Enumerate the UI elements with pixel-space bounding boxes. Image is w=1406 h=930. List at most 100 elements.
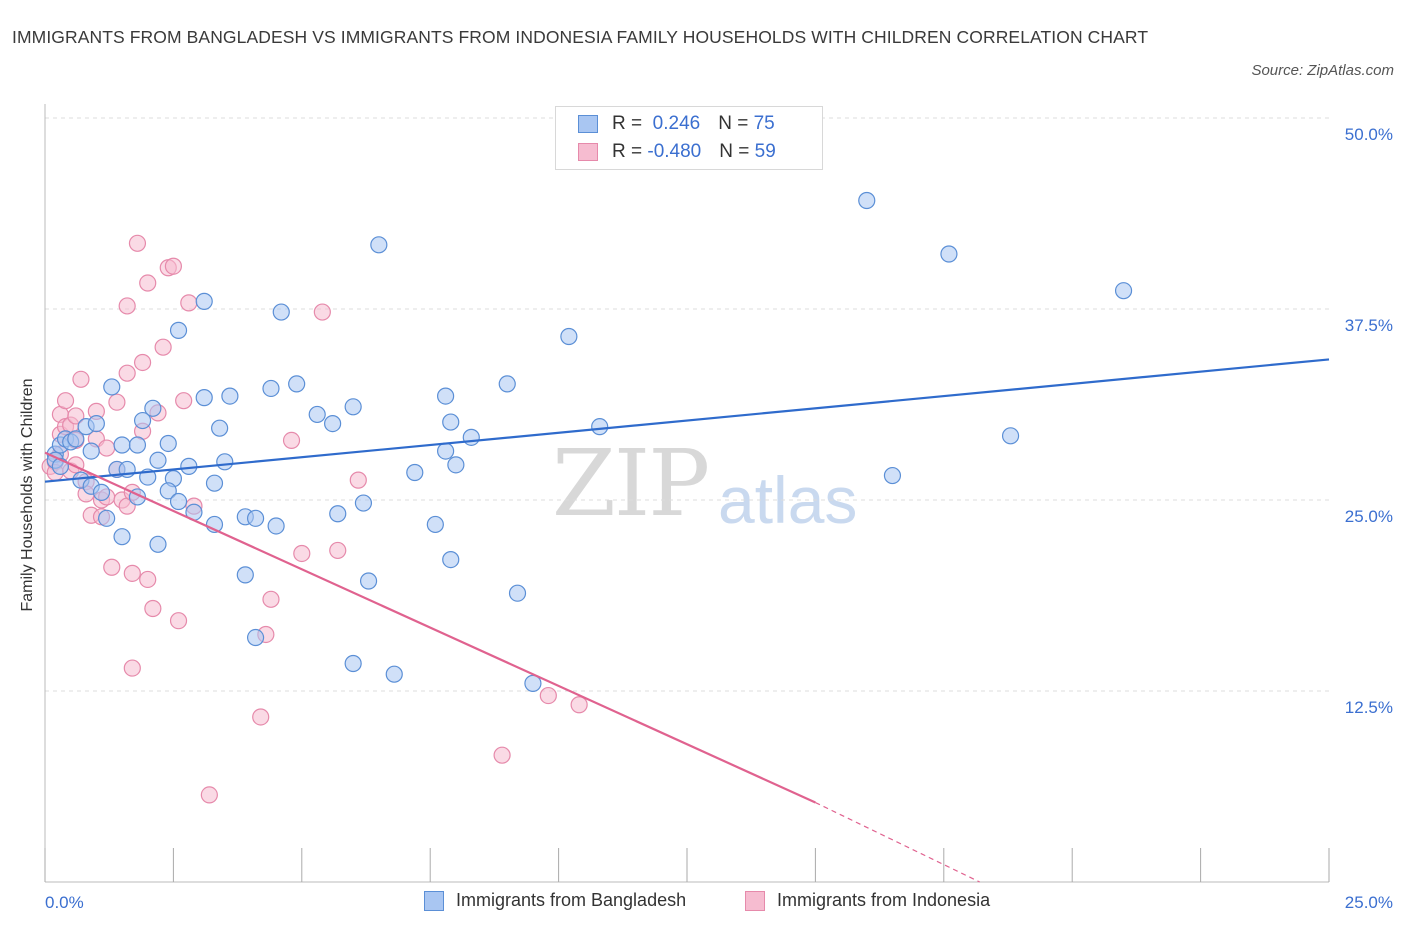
point-indonesia (108, 393, 126, 411)
point-bangladesh (149, 451, 167, 469)
point-bangladesh (159, 482, 177, 500)
point-indonesia (118, 297, 136, 315)
point-bangladesh (442, 413, 460, 431)
point-indonesia (56, 392, 75, 410)
point-bangladesh (169, 321, 188, 339)
legend-r-label: R = (612, 141, 648, 162)
point-bangladesh (159, 434, 177, 453)
legend-n-value: 59 (754, 141, 776, 162)
point-bangladesh (447, 456, 465, 474)
point-bangladesh (211, 419, 229, 437)
point-indonesia (313, 303, 331, 321)
points-layer (41, 191, 1133, 804)
legend-swatch-indonesia (578, 143, 598, 161)
point-bangladesh (262, 379, 280, 398)
point-bangladesh (329, 505, 347, 523)
point-bangladesh (370, 236, 388, 254)
x-tick-label: 0.0% (45, 893, 84, 912)
legend-n-label: N = (718, 113, 754, 134)
y-axis-label: Family Households with Children (19, 378, 36, 612)
point-bangladesh (113, 436, 131, 454)
point-bangladesh (883, 466, 902, 485)
point-indonesia (128, 234, 147, 252)
axis-layer (44, 104, 1330, 883)
point-indonesia (123, 659, 141, 677)
point-bangladesh (98, 509, 116, 527)
point-indonesia (329, 541, 347, 560)
point-bangladesh (272, 303, 290, 321)
point-bangladesh (462, 428, 480, 446)
point-bangladesh (205, 474, 224, 492)
point-bangladesh (385, 665, 403, 683)
point-indonesia (539, 686, 557, 705)
stats-legend: R = 0.246 N = 75 R = -0.480 N = 59 (555, 106, 823, 170)
point-bangladesh (128, 436, 147, 454)
point-indonesia (123, 564, 141, 582)
point-bangladesh (216, 453, 234, 471)
chart-title: IMMIGRANTS FROM BANGLADESH VS IMMIGRANTS… (12, 27, 1149, 47)
x-tick-label: 25.0% (1345, 893, 1393, 912)
point-bangladesh (195, 389, 213, 407)
y-tick-label: 25.0% (1345, 507, 1393, 526)
legend-r-value: 0.246 (647, 113, 701, 134)
series-legend: Immigrants from Bangladesh Immigrants fr… (0, 890, 1406, 916)
point-bangladesh (246, 628, 265, 647)
point-indonesia (169, 612, 188, 630)
point-bangladesh (236, 566, 254, 584)
point-indonesia (98, 439, 116, 457)
point-bangladesh (149, 535, 167, 553)
point-bangladesh (426, 515, 444, 534)
legend-r-label: R = (612, 113, 648, 134)
legend-r-value: -0.480 (647, 141, 702, 162)
point-indonesia (118, 364, 136, 382)
point-bangladesh (442, 550, 460, 569)
legend-row-bangladesh: R = 0.246 N = 75 (578, 111, 775, 137)
legend-item-bangladesh[interactable]: Immigrants from Bangladesh (424, 890, 686, 911)
point-bangladesh (508, 584, 527, 602)
point-bangladesh (267, 517, 285, 535)
point-indonesia (103, 558, 121, 576)
point-indonesia (144, 599, 162, 618)
point-bangladesh (437, 387, 455, 405)
point-indonesia (570, 696, 588, 714)
point-indonesia (164, 257, 182, 275)
legend-n-value: 75 (753, 113, 775, 134)
point-bangladesh (354, 494, 373, 512)
point-indonesia (493, 746, 511, 764)
point-bangladesh (591, 418, 609, 436)
point-bangladesh (498, 375, 516, 393)
point-bangladesh (103, 378, 121, 396)
point-bangladesh (1001, 427, 1020, 445)
point-indonesia (282, 431, 301, 450)
point-indonesia (154, 338, 172, 356)
point-bangladesh (195, 292, 213, 310)
watermark-zip: ZIP (552, 430, 710, 537)
legend-row-indonesia: R = -0.480 N = 59 (578, 139, 776, 165)
point-indonesia (139, 570, 157, 589)
source-label: Source: ZipAtlas.com (1251, 62, 1394, 79)
point-indonesia (180, 294, 198, 312)
point-bangladesh (87, 415, 105, 433)
legend-swatch-indonesia (745, 890, 765, 911)
y-tick-label: 12.5% (1345, 698, 1393, 717)
legend-swatch-bangladesh (578, 115, 598, 133)
y-tick-label: 50.0% (1345, 125, 1393, 144)
point-bangladesh (92, 483, 111, 501)
point-bangladesh (324, 415, 342, 433)
point-indonesia (349, 471, 367, 489)
point-bangladesh (308, 405, 326, 424)
point-bangladesh (858, 191, 876, 210)
point-indonesia (252, 708, 270, 726)
point-bangladesh (67, 430, 85, 448)
legend-swatch-bangladesh (424, 890, 444, 911)
legend-label-bangladesh: Immigrants from Bangladesh (456, 890, 687, 910)
point-indonesia (262, 590, 280, 608)
point-bangladesh (113, 528, 131, 546)
point-indonesia (67, 407, 85, 425)
point-bangladesh (144, 399, 162, 417)
point-bangladesh (437, 442, 455, 460)
point-bangladesh (560, 327, 578, 346)
point-bangladesh (169, 492, 188, 511)
legend-item-indonesia[interactable]: Immigrants from Indonesia (745, 890, 990, 911)
point-indonesia (72, 370, 90, 388)
